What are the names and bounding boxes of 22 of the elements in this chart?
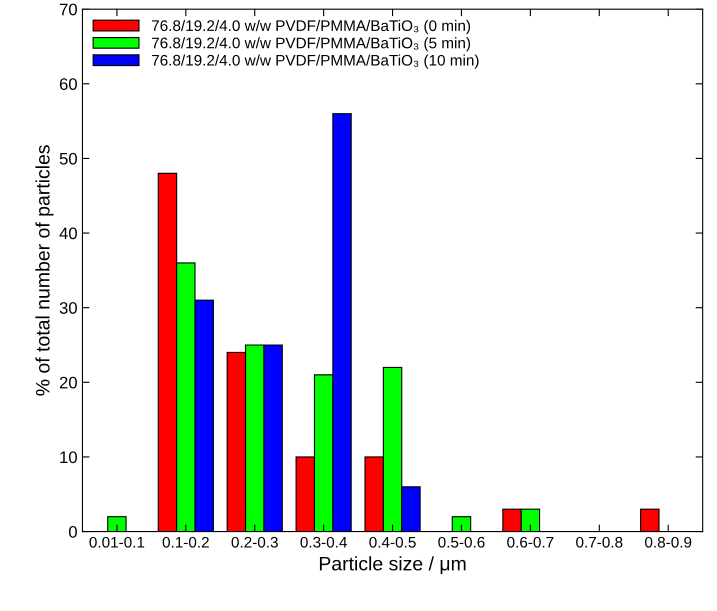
x-tick-label: 0.1-0.2 xyxy=(162,536,209,548)
y-tick-label: 60 xyxy=(60,78,77,90)
y-axis-title: % of total number of particles xyxy=(35,145,54,396)
x-tick-label: 0.01-0.1 xyxy=(89,536,144,548)
x-tick-label: 0.2-0.3 xyxy=(232,536,278,548)
y-tick-label: 50 xyxy=(60,152,77,165)
y-tick-label: 70 xyxy=(60,4,77,16)
y-tick-label: 10 xyxy=(60,451,77,464)
x-tick-label: 0.4-0.5 xyxy=(369,536,416,548)
legend-label: 76.8/19.2/4.0 w/w PVDF/PMMA/BaTiO₃ (0 min) xyxy=(152,20,470,34)
y-tick-label: 30 xyxy=(60,302,77,314)
x-axis-title: Particle size / μm xyxy=(320,556,466,574)
legend-label: 76.8/19.2/4.0 w/w PVDF/PMMA/BaTiO₃ (5 min) xyxy=(152,37,470,52)
y-tick-label: 40 xyxy=(59,227,77,240)
x-tick-label: 0.3-0.4 xyxy=(300,536,347,548)
x-tick-label: 0.5-0.6 xyxy=(438,536,485,548)
x-tick-label: 0.8-0.9 xyxy=(645,536,692,548)
y-tick-label: 20 xyxy=(60,376,77,389)
legend-label: 76.8/19.2/4.0 w/w PVDF/PMMA/BaTiO₃ (10 min) xyxy=(152,54,479,69)
x-tick-label: 0.7-0.8 xyxy=(576,536,622,548)
y-tick-label: 0 xyxy=(68,526,77,538)
x-tick-label: 0.6-0.7 xyxy=(507,536,554,548)
